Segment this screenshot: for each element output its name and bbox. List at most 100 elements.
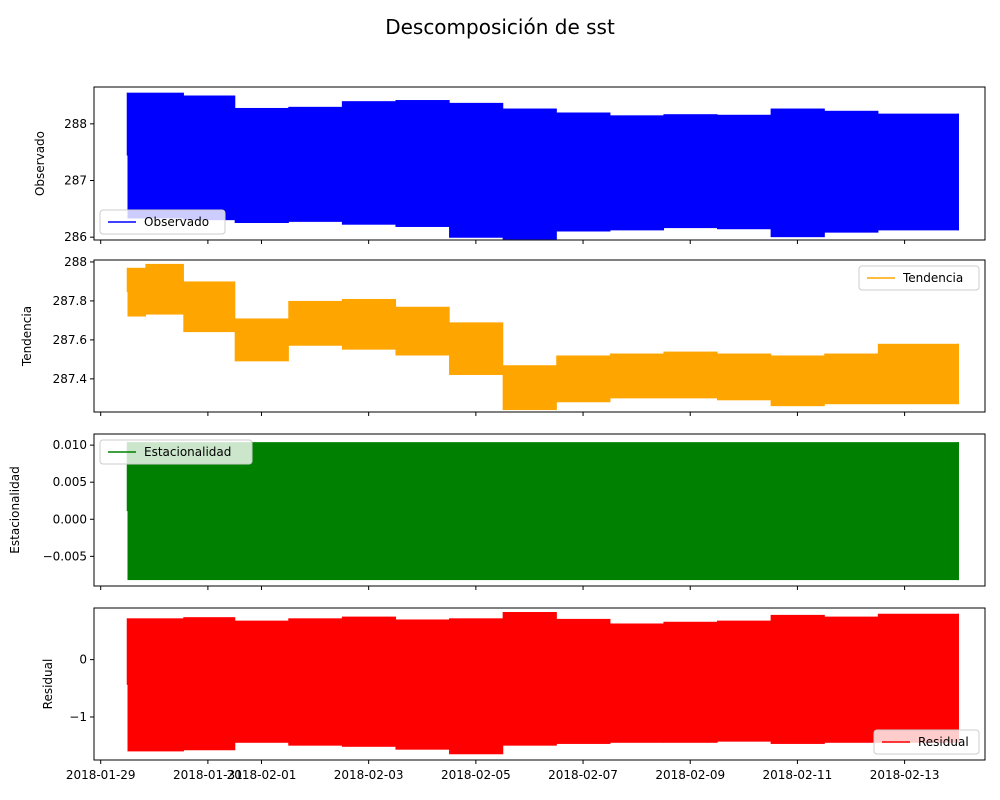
legend-box [99, 439, 253, 465]
data-segment [395, 306, 450, 356]
data-segment [341, 298, 397, 350]
data-segment [663, 351, 718, 399]
data-segment [127, 442, 959, 581]
legend-box [99, 209, 226, 235]
data-segment [288, 300, 343, 346]
data-segment [877, 613, 959, 743]
axes-frame [93, 259, 986, 413]
y-tick-label: 0.000 [53, 512, 87, 526]
data-segment [395, 100, 450, 227]
series-residual [126, 612, 959, 755]
x-tick-label: 2018-01-29 [66, 768, 136, 782]
data-segment [717, 620, 772, 742]
data-segment [556, 355, 611, 403]
legend: Residual [873, 729, 980, 755]
x-tick-label: 2018-01-31 [173, 768, 243, 782]
y-axis-label: Tendencia [20, 306, 34, 367]
y-axis-label: Residual [41, 659, 55, 710]
data-segment [234, 318, 289, 362]
data-segment [288, 618, 343, 746]
x-tick-label: 2018-02-01 [227, 768, 297, 782]
data-segment [288, 106, 343, 222]
data-segment [449, 102, 504, 238]
legend-label: Observado [144, 215, 209, 229]
data-segment [609, 353, 665, 399]
y-tick-label: 286 [64, 230, 87, 244]
x-tick-label: 2018-02-05 [441, 768, 511, 782]
data-segment [877, 343, 959, 405]
data-segment [556, 112, 611, 232]
panels-layer: 286287288ObservadoObservado287.4287.6287… [8, 86, 986, 782]
data-segment [770, 614, 825, 744]
axes-frame [93, 607, 986, 761]
data-segment [449, 618, 504, 755]
data-segment [609, 115, 665, 231]
data-segment [717, 353, 772, 401]
y-tick-label: 288 [64, 255, 87, 269]
x-tick-label: 2018-02-11 [763, 768, 833, 782]
data-segment [609, 623, 665, 743]
data-segment [341, 616, 397, 747]
y-tick-label: 287 [64, 174, 87, 188]
series-estacionalidad [126, 442, 959, 581]
legend: Tendencia [858, 265, 980, 291]
data-segment [502, 612, 557, 746]
data-segment [183, 617, 236, 751]
x-tick-label: 2018-02-13 [870, 768, 940, 782]
data-segment [502, 365, 557, 411]
data-segment [234, 620, 289, 743]
x-tick-label: 2018-02-07 [548, 768, 618, 782]
data-segment [556, 618, 611, 744]
y-tick-label: −0.005 [43, 549, 87, 563]
data-segment [877, 113, 959, 231]
data-segment [234, 107, 289, 223]
data-segment [824, 616, 879, 743]
axes-frame [93, 86, 986, 241]
panel-tendencia: 287.4 287.6 287.8 288 Tendencia Tendencia [20, 255, 986, 416]
legend-label: Tendencia [902, 271, 963, 285]
x-tick-label: 2018-02-03 [334, 768, 404, 782]
data-segment [502, 108, 557, 240]
legend-label: Estacionalidad [144, 445, 231, 459]
legend: Observado [99, 209, 226, 235]
y-tick-label: 287.8 [53, 294, 87, 308]
data-segment [770, 108, 825, 238]
legend-box [858, 265, 980, 291]
y-tick-label: −1 [69, 710, 87, 724]
data-segment [145, 263, 184, 315]
axes-frame [93, 433, 986, 587]
data-segment [127, 618, 184, 752]
data-segment [341, 101, 397, 225]
y-tick-label: 0 [79, 653, 87, 667]
data-segment [449, 322, 504, 375]
data-segment [824, 353, 879, 405]
data-segment [717, 114, 772, 230]
data-segment [127, 92, 184, 219]
data-segment [663, 114, 718, 229]
series-observado [126, 92, 959, 240]
y-axis-label: Estacionalidad [8, 466, 22, 553]
y-axis-label: Observado [33, 131, 47, 196]
data-segment [395, 619, 450, 750]
data-segment [663, 621, 718, 743]
y-tick-label: 0.010 [53, 438, 87, 452]
data-segment [127, 267, 146, 317]
legend: Estacionalidad [99, 439, 253, 465]
panel-observado: 286 287 288 Observado Observado [33, 86, 986, 244]
y-tick-label: 288 [64, 117, 87, 131]
figure-title: Descomposición de sst [385, 15, 615, 39]
data-segment [824, 110, 879, 233]
legend-label: Residual [918, 735, 969, 749]
y-tick-label: 287.6 [53, 333, 87, 347]
x-tick-label: 2018-02-09 [655, 768, 725, 782]
y-tick-label: 287.4 [53, 372, 87, 386]
data-segment [770, 355, 825, 407]
y-tick-label: 0.005 [53, 475, 87, 489]
data-segment [183, 95, 236, 221]
series-tendencia [126, 263, 959, 411]
data-segment [183, 281, 236, 333]
panel-estacionalidad: −0.005 0.000 0.005 0.010 Estacionalidad Estac… [8, 433, 986, 590]
legend-box [873, 729, 980, 755]
